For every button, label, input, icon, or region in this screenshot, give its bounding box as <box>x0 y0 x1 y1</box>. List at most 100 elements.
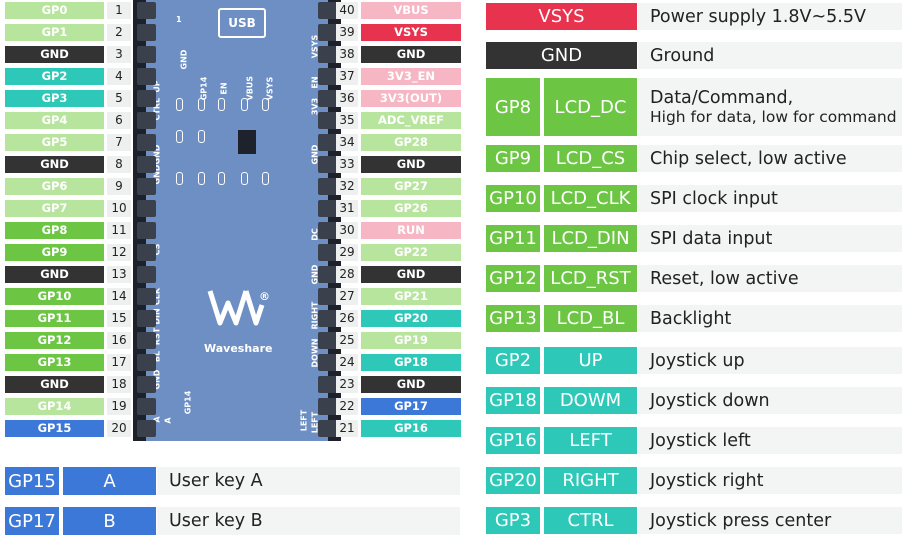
right-pin-label: GP26 <box>361 200 461 217</box>
right-pin-number: 27 <box>336 288 358 305</box>
pin-hole <box>318 398 337 415</box>
function-name-cell: LCD_CS <box>544 145 637 172</box>
pin-hole <box>137 2 156 19</box>
key-name-cell: B <box>63 507 156 535</box>
function-name-cell: DOWM <box>544 387 637 414</box>
function-pin-cell: GP13 <box>486 305 540 332</box>
left-pin-number: 10 <box>107 200 131 217</box>
right-pin-number: 39 <box>336 24 358 41</box>
left-pin-number: 16 <box>107 332 131 349</box>
pin-hole <box>137 376 156 393</box>
function-pin-cell: GP3 <box>486 507 540 534</box>
left-pin-label: GP10 <box>5 288 104 305</box>
function-description: Joystick up <box>638 347 902 374</box>
right-pin-label: GP19 <box>361 332 461 349</box>
right-pin-number: 29 <box>336 244 358 261</box>
pin-hole <box>137 332 156 349</box>
right-pin-label: VBUS <box>361 2 461 19</box>
description-text: Reset, low active <box>650 268 799 289</box>
pin-hole <box>137 420 156 437</box>
pin-hole <box>137 310 156 327</box>
left-pin-number: 19 <box>107 398 131 415</box>
right-pin-number: 25 <box>336 332 358 349</box>
right-pin-number: 26 <box>336 310 358 327</box>
function-pin-cell: VSYS <box>486 3 637 30</box>
function-name-cell: LCD_CLK <box>544 185 637 212</box>
right-pin-label: GND <box>361 156 461 173</box>
pin-hole <box>318 266 337 283</box>
right-pin-label: GP16 <box>361 420 461 437</box>
pin-one-label: 1 <box>176 15 182 24</box>
silk-label: LEFT <box>299 409 309 432</box>
silk-label: A <box>163 417 173 424</box>
left-pin-number: 18 <box>107 376 131 393</box>
left-pin-number: 17 <box>107 354 131 371</box>
solder-pad <box>176 130 183 143</box>
usb-connector: USB <box>218 8 266 38</box>
function-pin-cell: GP11 <box>486 225 540 252</box>
left-pin-number: 7 <box>107 134 131 151</box>
solder-pad <box>218 172 225 185</box>
pin-hole <box>318 376 337 393</box>
pin-hole <box>318 354 337 371</box>
silk-label: VSYS <box>265 76 275 101</box>
right-pin-number: 32 <box>336 178 358 195</box>
function-pin-cell: GP9 <box>486 145 540 172</box>
left-pin-label: GP3 <box>5 90 104 107</box>
right-pin-label: RUN <box>361 222 461 239</box>
solder-pad <box>198 130 205 143</box>
left-pin-number: 12 <box>107 244 131 261</box>
pin-hole <box>137 24 156 41</box>
left-pin-label: GP11 <box>5 310 104 327</box>
pin-hole <box>137 288 156 305</box>
function-description: SPI clock input <box>638 185 902 212</box>
function-pin-cell: GP2 <box>486 347 540 374</box>
function-name-cell: LCD_DC <box>544 78 637 136</box>
left-pin-label: GND <box>5 266 104 283</box>
left-pin-label: GND <box>5 156 104 173</box>
function-description: Power supply 1.8V~5.5V <box>638 3 902 30</box>
function-pin-cell: GP16 <box>486 427 540 454</box>
function-name-cell: LCD_DIN <box>544 225 637 252</box>
pin-hole <box>137 244 156 261</box>
right-pin-label: ADC_VREF <box>361 112 461 129</box>
pin-hole <box>137 222 156 239</box>
silk-label: GP14 <box>183 390 193 415</box>
right-pin-label: GP20 <box>361 310 461 327</box>
right-pin-label: VSYS <box>361 24 461 41</box>
pin-hole <box>137 156 156 173</box>
solder-pad <box>198 98 205 111</box>
solder-pad <box>262 172 269 185</box>
solder-pad <box>262 98 269 111</box>
description-text: SPI clock input <box>650 188 778 209</box>
function-description: Reset, low active <box>638 265 902 292</box>
brand-label: Waveshare <box>204 342 273 355</box>
right-pin-number: 37 <box>336 68 358 85</box>
left-pin-number: 13 <box>107 266 131 283</box>
right-pin-label: 3V3_EN <box>361 68 461 85</box>
pin-hole <box>318 222 337 239</box>
pin-hole <box>318 68 337 85</box>
description-text: Joystick left <box>650 430 751 451</box>
pin-hole <box>318 156 337 173</box>
pin-hole <box>137 90 156 107</box>
description-text: Joystick press center <box>650 510 832 531</box>
left-pin-number: 15 <box>107 310 131 327</box>
pin-hole <box>318 46 337 63</box>
pin-hole <box>137 68 156 85</box>
description-text: Joystick up <box>650 350 745 371</box>
right-pin-number: 22 <box>336 398 358 415</box>
key-description: User key B <box>157 507 460 535</box>
right-pin-number: 30 <box>336 222 358 239</box>
pin-hole <box>318 288 337 305</box>
function-pin-cell: GND <box>486 42 637 69</box>
left-pin-label: GP13 <box>5 354 104 371</box>
pin-hole <box>318 244 337 261</box>
pin-hole <box>318 2 337 19</box>
registered-mark: ® <box>259 290 270 303</box>
silk-label: VBUS <box>245 75 255 101</box>
left-pin-number: 14 <box>107 288 131 305</box>
solder-pad <box>218 98 225 111</box>
function-description: Joystick down <box>638 387 902 414</box>
description-text: Power supply 1.8V~5.5V <box>650 6 866 27</box>
